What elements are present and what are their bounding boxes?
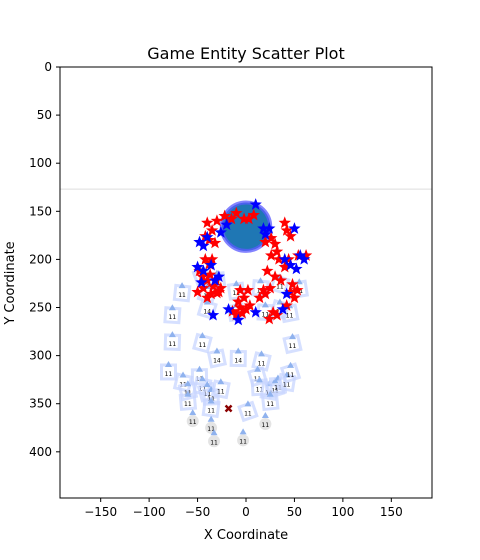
- unit-value-label: 11: [184, 401, 192, 408]
- x-axis-label: X Coordinate: [204, 528, 288, 543]
- x-tick-label: 0: [242, 505, 250, 519]
- chart-title: Game Entity Scatter Plot: [147, 44, 344, 63]
- unit-value-label: 11: [239, 438, 247, 445]
- unit-value-label: 11: [165, 371, 173, 378]
- unit-value-label: 11: [217, 388, 225, 395]
- unit-value-label: 11: [169, 341, 177, 348]
- unit-value-label: 11: [199, 342, 207, 349]
- unit-value-label: 11: [189, 419, 197, 426]
- unit-value-label: 11: [289, 343, 297, 350]
- y-tick-label: 400: [29, 445, 52, 459]
- y-tick-label: 50: [37, 108, 52, 122]
- x-tick-label: 50: [287, 505, 302, 519]
- unit-value-label: 11: [262, 422, 270, 429]
- y-tick-label: 150: [29, 204, 52, 218]
- unit-value-label: 11: [244, 410, 252, 417]
- x-tick-label: 100: [331, 505, 354, 519]
- y-tick-label: 250: [29, 301, 52, 315]
- unit-value-label: 14: [234, 358, 242, 365]
- unit-value-label: 11: [178, 292, 186, 299]
- unit-value-label: 14: [213, 358, 221, 365]
- unit-value-label: 11: [210, 439, 218, 446]
- unit-value-label: 11: [266, 401, 274, 408]
- x-tick-label: −50: [185, 505, 210, 519]
- unit-value-label: 11: [169, 314, 177, 321]
- x-tick-label: 150: [380, 505, 403, 519]
- unit-value-label: 11: [207, 408, 215, 415]
- y-axis-label: Y Coordinate: [3, 241, 18, 325]
- y-tick-label: 200: [29, 252, 52, 266]
- x-tick-label: −150: [84, 505, 117, 519]
- y-tick-label: 350: [29, 397, 52, 411]
- y-tick-label: 0: [44, 60, 52, 74]
- unit-value-label: 11: [287, 372, 295, 379]
- y-tick-label: 300: [29, 349, 52, 363]
- y-tick-label: 100: [29, 156, 52, 170]
- unit-value-label: 11: [286, 312, 294, 319]
- unit-value-label: 11: [258, 360, 266, 367]
- x-tick-label: −100: [133, 505, 166, 519]
